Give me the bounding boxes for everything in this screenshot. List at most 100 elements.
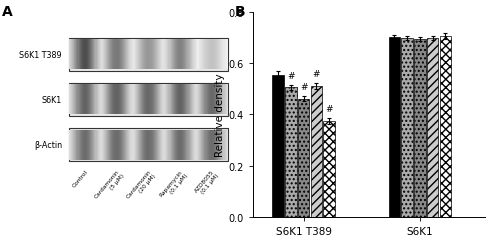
Bar xyxy=(96,85,98,115)
Bar xyxy=(166,85,168,115)
Bar xyxy=(118,130,120,160)
Bar xyxy=(120,130,121,160)
Bar xyxy=(196,130,197,160)
Bar xyxy=(100,130,102,160)
Bar xyxy=(70,130,71,160)
Bar xyxy=(204,130,206,160)
Bar xyxy=(200,130,202,160)
Bar xyxy=(190,130,192,160)
Bar xyxy=(156,85,157,115)
Bar xyxy=(152,130,153,160)
Bar xyxy=(84,85,85,115)
Bar xyxy=(190,85,192,115)
Bar xyxy=(82,40,83,70)
Bar xyxy=(142,40,144,70)
Bar xyxy=(78,40,79,70)
Bar xyxy=(217,40,218,70)
Bar xyxy=(215,130,216,160)
Bar xyxy=(202,40,203,70)
Bar xyxy=(74,85,76,115)
Bar xyxy=(122,130,123,160)
Bar xyxy=(181,130,182,160)
Bar xyxy=(199,85,200,115)
Bar xyxy=(216,40,218,70)
Bar xyxy=(218,130,220,160)
Bar xyxy=(162,130,164,160)
Bar xyxy=(175,40,176,70)
Bar xyxy=(218,40,220,70)
Bar xyxy=(154,130,155,160)
Bar xyxy=(100,40,102,70)
Bar xyxy=(144,85,146,115)
Bar xyxy=(188,85,190,115)
Bar xyxy=(96,130,98,160)
Bar xyxy=(206,40,207,70)
Bar xyxy=(103,85,104,115)
Bar xyxy=(106,130,108,160)
Bar xyxy=(127,85,128,115)
Bar xyxy=(212,40,213,70)
Bar xyxy=(123,130,124,160)
Bar xyxy=(69,40,70,70)
Bar xyxy=(76,40,78,70)
Bar xyxy=(76,130,78,160)
Bar xyxy=(192,130,193,160)
Bar xyxy=(388,38,400,218)
Bar xyxy=(186,130,188,160)
Bar xyxy=(78,85,79,115)
Bar xyxy=(194,85,195,115)
Bar xyxy=(150,40,152,70)
Bar xyxy=(140,40,141,70)
Bar xyxy=(170,85,171,115)
Bar xyxy=(100,40,101,70)
Bar xyxy=(200,85,202,115)
Bar xyxy=(210,130,211,160)
Bar xyxy=(86,85,87,115)
Bar xyxy=(196,85,197,115)
Bar xyxy=(179,130,180,160)
Bar xyxy=(134,85,135,115)
Bar xyxy=(108,85,110,115)
Bar xyxy=(170,85,172,115)
Bar xyxy=(161,85,162,115)
Bar xyxy=(98,40,100,70)
Bar xyxy=(204,40,206,70)
Bar xyxy=(145,40,146,70)
Bar xyxy=(80,130,82,160)
Bar xyxy=(206,85,208,115)
Bar xyxy=(224,85,225,115)
Bar xyxy=(89,40,90,70)
Bar xyxy=(103,130,104,160)
Bar xyxy=(168,85,170,115)
Bar xyxy=(85,85,86,115)
Bar xyxy=(144,130,146,160)
Bar xyxy=(82,85,83,115)
Bar xyxy=(218,85,220,115)
Bar xyxy=(72,85,74,115)
Bar xyxy=(192,40,193,70)
Bar xyxy=(85,40,86,70)
Bar xyxy=(142,85,144,115)
Bar xyxy=(139,85,140,115)
Bar xyxy=(220,130,222,160)
Bar xyxy=(114,130,116,160)
Bar xyxy=(186,85,188,115)
Bar xyxy=(219,40,220,70)
Bar xyxy=(128,40,130,70)
Bar xyxy=(226,85,228,115)
Bar xyxy=(87,40,88,70)
Bar xyxy=(182,85,184,115)
Bar xyxy=(172,130,174,160)
Bar xyxy=(138,130,139,160)
Bar xyxy=(102,40,103,70)
Bar xyxy=(163,85,164,115)
Bar xyxy=(107,85,108,115)
Bar xyxy=(226,130,228,160)
Bar xyxy=(73,130,74,160)
Bar xyxy=(123,85,124,115)
Bar xyxy=(208,85,209,115)
Bar xyxy=(74,130,76,160)
Bar xyxy=(176,85,177,115)
Bar xyxy=(83,85,84,115)
Bar xyxy=(154,85,156,115)
